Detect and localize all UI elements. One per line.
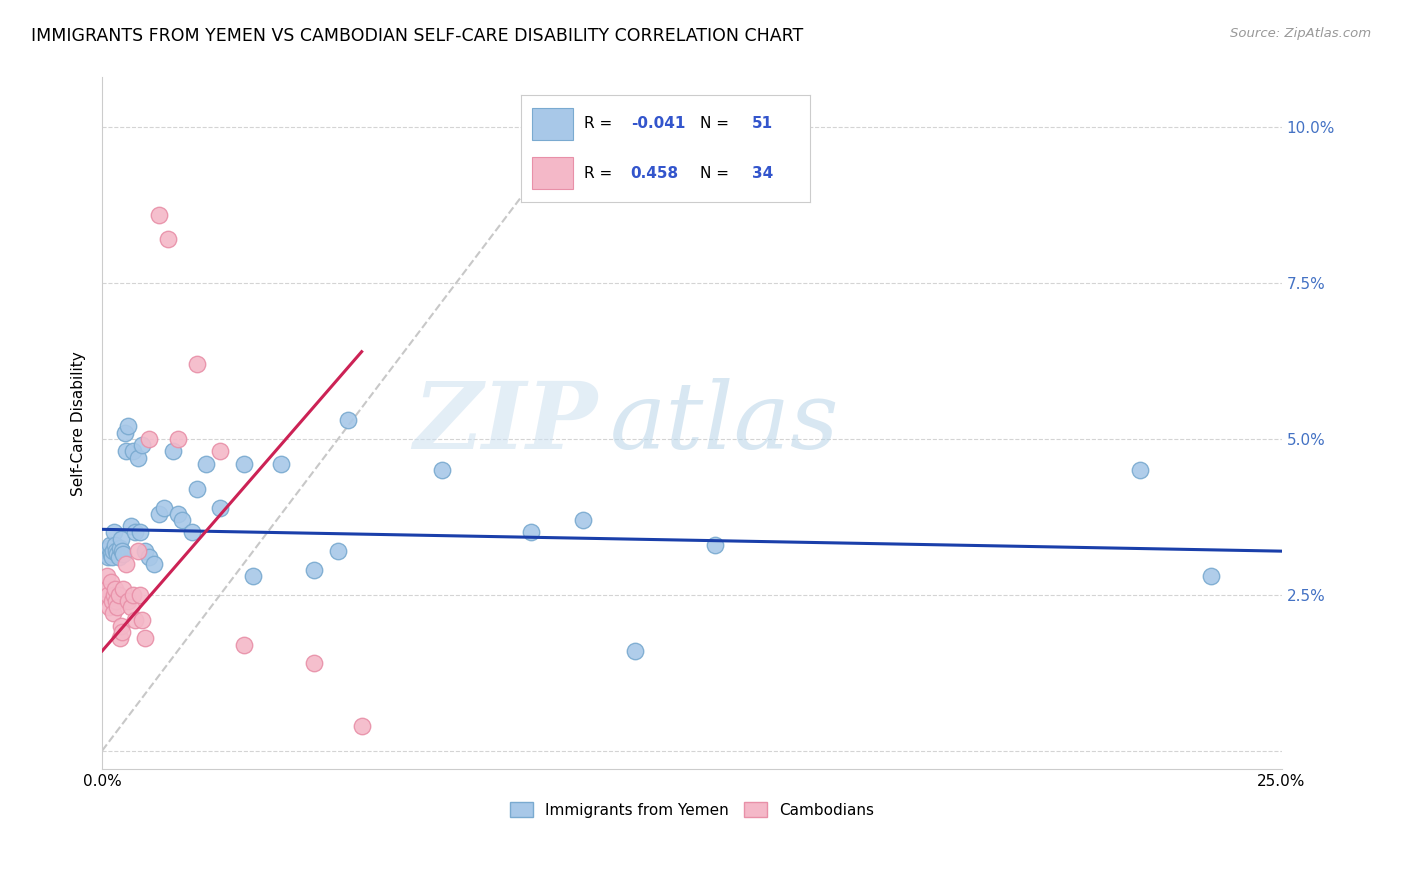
Point bbox=[166, 507, 188, 521]
Point bbox=[98, 600, 121, 615]
Point bbox=[186, 482, 208, 496]
Point bbox=[105, 600, 128, 615]
Point bbox=[1199, 569, 1222, 583]
Text: IMMIGRANTS FROM YEMEN VS CAMBODIAN SELF-CARE DISABILITY CORRELATION CHART: IMMIGRANTS FROM YEMEN VS CAMBODIAN SELF-… bbox=[31, 27, 803, 45]
Point bbox=[111, 544, 134, 558]
Point bbox=[520, 525, 543, 540]
Point bbox=[209, 444, 232, 458]
Text: Source: ZipAtlas.com: Source: ZipAtlas.com bbox=[1230, 27, 1371, 40]
Point bbox=[131, 438, 153, 452]
Point bbox=[98, 538, 121, 552]
Legend: Immigrants from Yemen, Cambodians: Immigrants from Yemen, Cambodians bbox=[503, 796, 880, 824]
Point bbox=[112, 547, 135, 561]
Point bbox=[138, 550, 160, 565]
Point bbox=[209, 500, 232, 515]
Point bbox=[131, 613, 153, 627]
Point bbox=[105, 547, 128, 561]
Point bbox=[96, 569, 118, 583]
Point bbox=[152, 500, 174, 515]
Point bbox=[166, 432, 188, 446]
Point bbox=[103, 588, 125, 602]
Point bbox=[122, 588, 145, 602]
Point bbox=[100, 575, 122, 590]
Point bbox=[108, 632, 131, 646]
Point bbox=[127, 544, 149, 558]
Point bbox=[100, 550, 122, 565]
Point bbox=[134, 544, 156, 558]
Point bbox=[101, 607, 124, 621]
Point bbox=[195, 457, 218, 471]
Point bbox=[105, 544, 128, 558]
Point bbox=[232, 457, 254, 471]
Point bbox=[138, 432, 160, 446]
Point bbox=[143, 557, 166, 571]
Point bbox=[96, 544, 118, 558]
Point bbox=[242, 569, 264, 583]
Point bbox=[270, 457, 292, 471]
Point bbox=[105, 594, 128, 608]
Point bbox=[704, 538, 727, 552]
Point bbox=[336, 413, 359, 427]
Point bbox=[97, 550, 120, 565]
Point bbox=[101, 544, 124, 558]
Point bbox=[97, 588, 120, 602]
Point bbox=[172, 513, 194, 527]
Point bbox=[100, 594, 122, 608]
Point bbox=[624, 644, 647, 658]
Point bbox=[110, 619, 132, 633]
Point bbox=[111, 625, 134, 640]
Point bbox=[104, 538, 127, 552]
Point bbox=[112, 582, 135, 596]
Point bbox=[120, 519, 142, 533]
Point bbox=[122, 444, 145, 458]
Point bbox=[350, 719, 373, 733]
Point bbox=[304, 657, 326, 671]
Point bbox=[114, 444, 136, 458]
Point bbox=[157, 232, 180, 246]
Point bbox=[117, 594, 139, 608]
Point bbox=[304, 563, 326, 577]
Text: atlas: atlas bbox=[609, 378, 839, 468]
Point bbox=[129, 525, 152, 540]
Point bbox=[114, 557, 136, 571]
Point bbox=[148, 208, 170, 222]
Text: ZIP: ZIP bbox=[413, 378, 598, 468]
Point bbox=[94, 582, 117, 596]
Point bbox=[129, 588, 152, 602]
Y-axis label: Self-Care Disability: Self-Care Disability bbox=[72, 351, 86, 496]
Point bbox=[186, 357, 208, 371]
Point bbox=[180, 525, 202, 540]
Point bbox=[108, 541, 131, 555]
Point bbox=[124, 613, 146, 627]
Point bbox=[232, 638, 254, 652]
Point bbox=[120, 600, 142, 615]
Point bbox=[97, 541, 120, 555]
Point bbox=[572, 513, 595, 527]
Point bbox=[117, 419, 139, 434]
Point bbox=[134, 632, 156, 646]
Point bbox=[114, 425, 136, 440]
Point bbox=[107, 550, 129, 565]
Point bbox=[107, 588, 129, 602]
Point bbox=[148, 507, 170, 521]
Point bbox=[1129, 463, 1152, 477]
Point bbox=[100, 547, 122, 561]
Point bbox=[127, 450, 149, 465]
Point bbox=[104, 582, 127, 596]
Point bbox=[124, 525, 146, 540]
Point bbox=[110, 532, 132, 546]
Point bbox=[103, 525, 125, 540]
Point bbox=[430, 463, 453, 477]
Point bbox=[162, 444, 184, 458]
Point bbox=[326, 544, 349, 558]
Point bbox=[94, 547, 117, 561]
